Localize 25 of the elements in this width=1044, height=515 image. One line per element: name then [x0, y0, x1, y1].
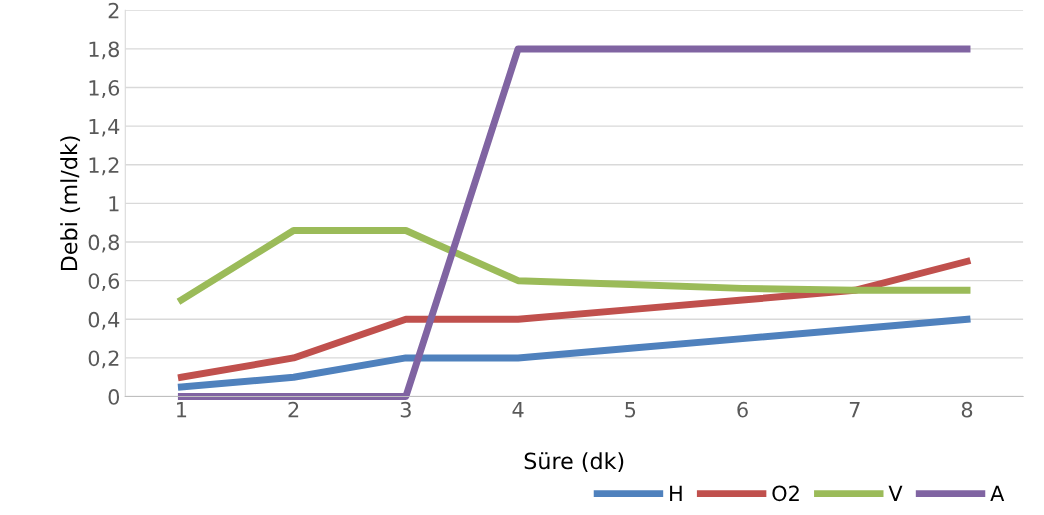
y-tick-label: 0,6: [88, 273, 120, 292]
y-tick-label: 0,8: [88, 234, 119, 253]
y-tick-label: 0: [108, 389, 120, 405]
legend-label: H: [670, 485, 682, 501]
x-tick-label: 8: [961, 401, 973, 418]
x-tick-label: 6: [737, 401, 748, 418]
x-tick-label: 3: [400, 401, 411, 418]
x-tick-label: 4: [512, 402, 524, 418]
y-tick-label: 1,6: [89, 80, 120, 98]
x-tick-label: 5: [625, 402, 636, 418]
legend-label: V: [888, 485, 903, 501]
y-tick-label: 2: [108, 2, 119, 19]
x-tick-label: 2: [288, 401, 299, 418]
x-tick-label: 1: [177, 402, 187, 418]
y-tick-label: 0,2: [88, 350, 119, 369]
y-tick-label: 0,4: [88, 311, 120, 330]
y-tick-label: 1,8: [89, 41, 119, 60]
y-axis-title: Debi (ml/dk): [60, 136, 81, 271]
legend-label: A: [990, 485, 1005, 501]
y-tick-label: 1,2: [89, 157, 119, 176]
x-axis-title: Süre (dk): [524, 452, 624, 472]
y-tick-label: 1,4: [89, 118, 120, 137]
x-tick-label: 7: [849, 402, 860, 418]
legend-label: O2: [772, 485, 799, 502]
y-tick-label: 1: [109, 196, 119, 212]
